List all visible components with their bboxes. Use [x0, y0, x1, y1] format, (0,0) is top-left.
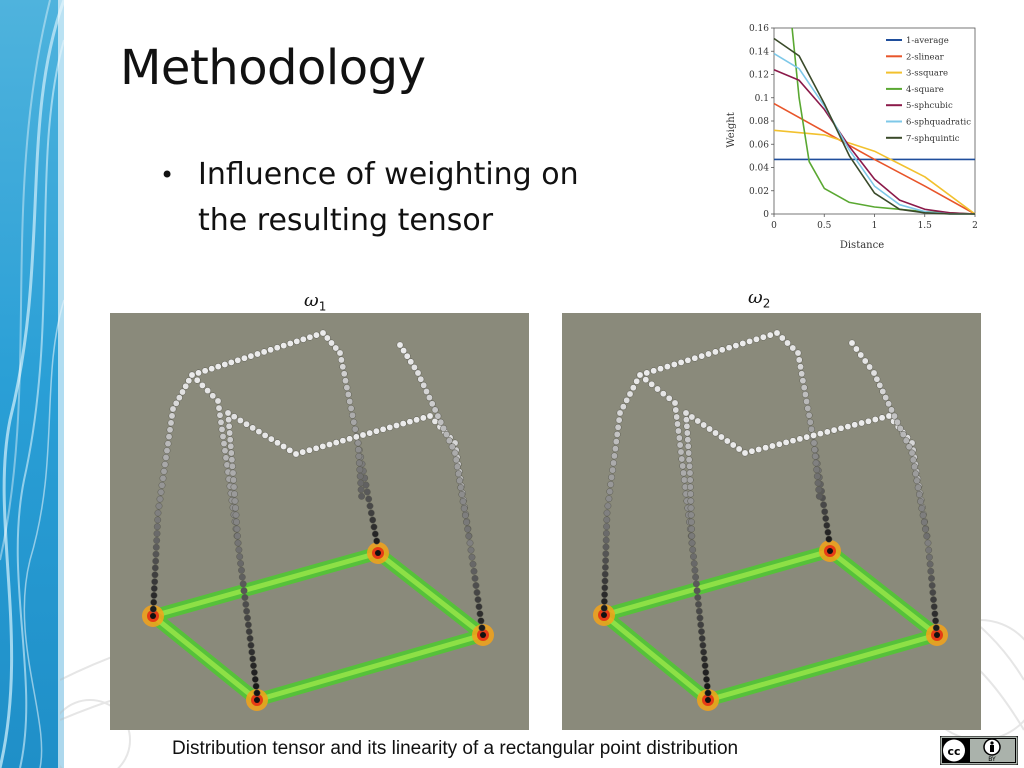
chart-tick-labels: 0 0.02 0.04 0.06 0.08 0.1 0.12 0.14 0.16 0 0.5 1 1.5… [749, 24, 978, 231]
x-tick-label: 1.5 [918, 221, 933, 231]
x-tick-label: 0 [771, 221, 777, 231]
y-tick-label: 0 [763, 210, 769, 220]
chart-series [773, 27, 976, 215]
point-arches [600, 329, 940, 697]
y-tick-label: 0.08 [749, 117, 769, 127]
figure-caption: Distribution tensor and its linearity of… [172, 738, 739, 759]
x-tick-label: 1 [872, 221, 878, 231]
creative-commons-by-icon[interactable]: cc BY [940, 736, 1018, 765]
omega-2-symbol: ω [748, 287, 763, 308]
chart-x-label: Distance [840, 240, 884, 251]
tensor-render-omega-1 [142, 329, 494, 711]
omega-2-subscript: 2 [762, 296, 771, 311]
point-arches [149, 329, 486, 697]
slide-title: Methodology [120, 40, 426, 96]
omega-1-symbol: ω [304, 290, 319, 311]
legend-label: 7-sphquintic [906, 134, 960, 144]
svg-text:cc: cc [947, 745, 960, 758]
legend-label: 2-slinear [906, 52, 945, 62]
omega-1-subscript: 1 [318, 299, 327, 314]
y-tick-label: 0.12 [749, 71, 769, 81]
legend-label: 5-sphcubic [906, 101, 953, 111]
tensor-visualization-omega-1 [110, 313, 529, 730]
y-tick-label: 0.02 [749, 187, 769, 197]
weight-distance-chart: 0 0.02 0.04 0.06 0.08 0.1 0.12 0.14 0.16 0 0.5 1 1.5… [726, 24, 978, 251]
y-tick-label: 0.14 [749, 47, 769, 57]
license-text: BY [988, 756, 996, 763]
omega-1-label: ω1 [304, 290, 326, 314]
tensor-band [593, 540, 948, 711]
chart-y-label: Weight [726, 112, 737, 147]
left-decorative-band [0, 0, 64, 768]
chart-legend: 1-average 2-slinear 3-ssquare 4-square 5-sph… [886, 36, 971, 144]
tensor-render-omega-2 [593, 329, 948, 711]
legend-label: 1-average [906, 36, 949, 46]
legend-label: 3-ssquare [906, 69, 948, 79]
tensor-band [142, 542, 494, 711]
series-line-2-slinear [773, 102, 976, 215]
legend-label: 6-sphquadratic [906, 118, 971, 128]
y-tick-label: 0.1 [755, 94, 769, 104]
tensor-visualization-omega-2 [562, 313, 981, 730]
chart-axes [771, 27, 976, 217]
x-tick-label: 0.5 [817, 221, 832, 231]
series-line-3-ssquare [773, 129, 976, 215]
y-tick-label: 0.04 [749, 164, 769, 174]
y-tick-label: 0.16 [749, 24, 769, 34]
series-line-7-sphquintic [773, 37, 975, 215]
x-tick-label: 2 [972, 221, 978, 231]
bullet-text: Influence of weighting on the resulting … [198, 157, 579, 238]
y-tick-label: 0.06 [749, 140, 769, 150]
series-line-5-sphcubic [773, 69, 976, 215]
left-band-graphic [0, 0, 64, 768]
omega-2-label: ω2 [748, 287, 770, 311]
legend-label: 4-square [906, 85, 944, 95]
bullet-dot-icon: • [160, 161, 175, 189]
